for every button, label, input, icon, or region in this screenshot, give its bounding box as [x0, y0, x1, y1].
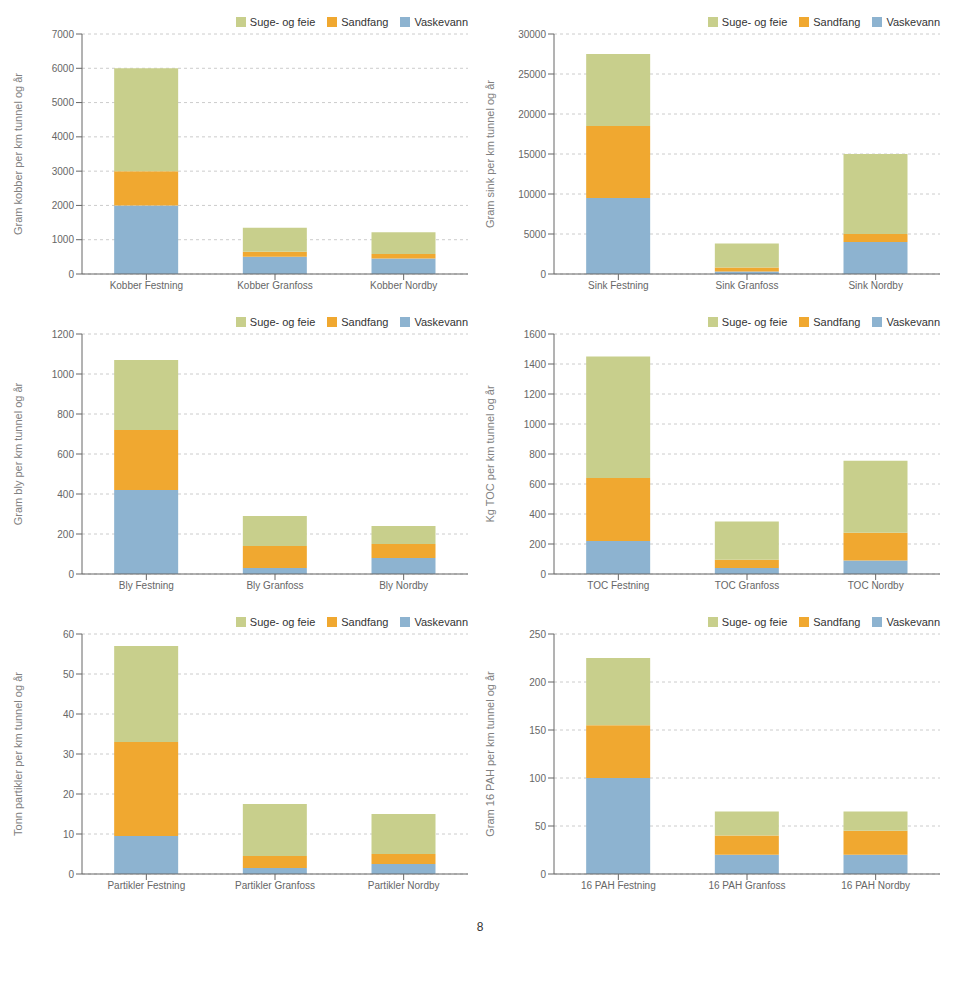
svg-text:0: 0	[68, 569, 74, 580]
svg-text:Partikler Festning: Partikler Festning	[107, 880, 185, 891]
svg-text:30: 30	[63, 749, 75, 760]
svg-text:16 PAH Festning: 16 PAH Festning	[581, 880, 656, 891]
svg-text:TOC Festning: TOC Festning	[587, 580, 649, 591]
svg-text:250: 250	[529, 629, 546, 640]
svg-text:Kobber Granfoss: Kobber Granfoss	[237, 280, 313, 291]
svg-text:1400: 1400	[524, 359, 547, 370]
svg-text:400: 400	[529, 509, 546, 520]
svg-text:0: 0	[68, 269, 74, 280]
html-text:Suge- og feie: Suge- og feie	[721, 16, 788, 28]
svg-text:25000: 25000	[518, 69, 546, 80]
svg-text:Kg TOC per km tunnel og år: Kg TOC per km tunnel og år	[484, 385, 496, 522]
svg-text:Bly Granfoss: Bly Granfoss	[246, 580, 303, 591]
svg-text:600: 600	[529, 479, 546, 490]
html-text:Sandfang: Sandfang	[813, 16, 861, 28]
svg-text:4000: 4000	[52, 131, 75, 142]
svg-text:Tonn partikler per km tunnel o: Tonn partikler per km tunnel og år	[12, 672, 24, 836]
svg-text:100: 100	[529, 773, 546, 784]
svg-text:0: 0	[540, 869, 546, 880]
svg-text:200: 200	[529, 677, 546, 688]
svg-text:TOC Granfoss: TOC Granfoss	[715, 580, 779, 591]
svg-text:50: 50	[63, 669, 75, 680]
html-text:Sandfang: Sandfang	[813, 316, 861, 328]
svg-text:Bly Nordby: Bly Nordby	[379, 580, 428, 591]
svg-text:5000: 5000	[52, 97, 75, 108]
svg-text:Sink Nordby: Sink Nordby	[848, 280, 902, 291]
html-text:Suge- og feie: Suge- og feie	[721, 616, 788, 628]
html-text:Suge- og feie: Suge- og feie	[249, 16, 316, 28]
svg-text:Partikler Nordby: Partikler Nordby	[368, 880, 440, 891]
svg-text:3000: 3000	[52, 166, 75, 177]
html-text:Sandfang: Sandfang	[341, 616, 389, 628]
svg-text:Bly Festning: Bly Festning	[119, 580, 174, 591]
svg-text:Kobber Nordby: Kobber Nordby	[370, 280, 437, 291]
svg-text:TOC Nordby: TOC Nordby	[848, 580, 904, 591]
svg-text:1200: 1200	[52, 329, 75, 340]
svg-text:50: 50	[535, 821, 547, 832]
svg-text:0: 0	[540, 569, 546, 580]
svg-text:1600: 1600	[524, 329, 547, 340]
svg-text:200: 200	[57, 529, 74, 540]
svg-text:800: 800	[57, 409, 74, 420]
html-text:Suge- og feie: Suge- og feie	[249, 316, 316, 328]
svg-text:5000: 5000	[524, 229, 547, 240]
svg-text:0: 0	[68, 869, 74, 880]
svg-text:15000: 15000	[518, 149, 546, 160]
html-text:Sandfang: Sandfang	[341, 316, 389, 328]
svg-text:1000: 1000	[524, 419, 547, 430]
html-text:Sandfang: Sandfang	[813, 616, 861, 628]
svg-text:Gram sink per km tunnel og år: Gram sink per km tunnel og år	[484, 80, 496, 228]
svg-text:16 PAH Nordby: 16 PAH Nordby	[841, 880, 910, 891]
html-text:Vaskevann: Vaskevann	[414, 316, 468, 328]
html-text:Vaskevann: Vaskevann	[414, 16, 468, 28]
svg-text:1000: 1000	[52, 234, 75, 245]
svg-text:Kobber Festning: Kobber Festning	[110, 280, 183, 291]
svg-text:200: 200	[529, 539, 546, 550]
html-text:Suge- og feie: Suge- og feie	[249, 616, 316, 628]
svg-text:800: 800	[529, 449, 546, 460]
svg-text:Sink Granfoss: Sink Granfoss	[716, 280, 779, 291]
svg-text:6000: 6000	[52, 63, 75, 74]
html-text:Sandfang: Sandfang	[341, 16, 389, 28]
svg-text:Partikler Granfoss: Partikler Granfoss	[235, 880, 315, 891]
html-text:Vaskevann: Vaskevann	[886, 616, 940, 628]
svg-text:400: 400	[57, 489, 74, 500]
html-text:8: 8	[476, 920, 484, 934]
html-text:Vaskevann: Vaskevann	[886, 316, 940, 328]
svg-text:Gram bly per km tunnel og år: Gram bly per km tunnel og år	[12, 382, 24, 525]
svg-text:7000: 7000	[52, 29, 75, 40]
svg-text:Sink Festning: Sink Festning	[588, 280, 649, 291]
svg-text:20: 20	[63, 789, 75, 800]
svg-text:40: 40	[63, 709, 75, 720]
svg-text:20000: 20000	[518, 109, 546, 120]
html-text:Vaskevann: Vaskevann	[886, 16, 940, 28]
svg-text:30000: 30000	[518, 29, 546, 40]
svg-text:150: 150	[529, 725, 546, 736]
html-text:Vaskevann: Vaskevann	[414, 616, 468, 628]
html-text:Suge- og feie: Suge- og feie	[721, 316, 788, 328]
svg-text:600: 600	[57, 449, 74, 460]
svg-text:0: 0	[540, 269, 546, 280]
svg-text:60: 60	[63, 629, 75, 640]
svg-text:1200: 1200	[524, 389, 547, 400]
svg-text:10000: 10000	[518, 189, 546, 200]
svg-text:2000: 2000	[52, 200, 75, 211]
svg-text:10: 10	[63, 829, 75, 840]
svg-text:16 PAH Granfoss: 16 PAH Granfoss	[708, 880, 785, 891]
svg-text:1000: 1000	[52, 369, 75, 380]
svg-text:Gram 16 PAH per km tunnel og å: Gram 16 PAH per km tunnel og år	[484, 671, 496, 837]
svg-text:Gram kobber per km tunnel og å: Gram kobber per km tunnel og år	[12, 73, 24, 235]
